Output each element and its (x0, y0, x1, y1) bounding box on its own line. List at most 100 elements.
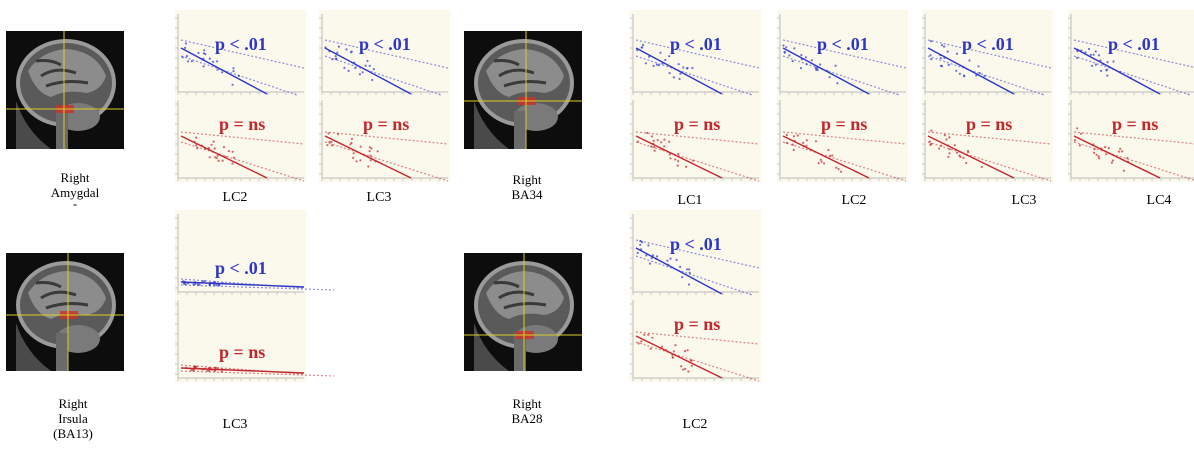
data-point (350, 137, 354, 140)
data-point (237, 74, 240, 77)
regression-line (927, 135, 1015, 179)
top-subplot: p < .01 (319, 14, 449, 96)
data-point (216, 60, 219, 63)
data-point (369, 154, 372, 157)
data-point (222, 146, 226, 149)
data-point (828, 154, 832, 157)
region-label-ba28: Right BA28 (487, 396, 567, 426)
data-point (1122, 169, 1125, 172)
confidence-band-upper (324, 131, 449, 145)
data-point (196, 283, 199, 286)
lc-label: LC3 (1011, 193, 1037, 208)
data-point (231, 162, 234, 165)
data-point (648, 262, 652, 265)
bottom-subplot: p = ns (1068, 100, 1194, 181)
confidence-band-lower (324, 141, 449, 182)
data-point (1121, 150, 1124, 153)
data-point (810, 59, 813, 62)
data-point (1093, 148, 1096, 151)
data-point (953, 144, 956, 147)
data-point (682, 368, 685, 371)
data-point (783, 50, 786, 54)
regression-line (180, 135, 268, 179)
data-point (691, 66, 694, 70)
data-point (669, 257, 672, 260)
data-point (967, 151, 970, 154)
confidence-band-lower (635, 55, 753, 96)
data-point (203, 280, 206, 283)
confidence-band-lower (782, 141, 907, 182)
bottom-subplot: p = ns (922, 100, 1052, 182)
data-point (216, 68, 219, 71)
data-point (664, 58, 667, 62)
regression-line (782, 135, 870, 179)
lc-label: LC4 (1146, 193, 1172, 208)
data-point (678, 77, 681, 81)
data-point (359, 159, 362, 162)
data-point (660, 141, 663, 144)
data-point (672, 76, 675, 79)
bottom-subplot: p = ns (630, 100, 760, 182)
region-label-line: BA34 (511, 187, 543, 202)
data-point (820, 160, 823, 163)
data-point (197, 51, 200, 55)
data-point (674, 344, 677, 347)
data-point (206, 369, 209, 372)
data-point (955, 52, 959, 55)
data-point (369, 159, 372, 162)
top-subplot: p < .01 (777, 14, 907, 96)
region-label-line: BA28 (511, 411, 543, 426)
data-point (675, 258, 678, 261)
top-subplot: p < .01 (630, 14, 760, 96)
data-point (639, 243, 642, 246)
region-label-line: (BA13) (53, 426, 93, 441)
p-value-top: p < .01 (962, 34, 1014, 54)
data-point (1094, 63, 1097, 66)
confidence-band-upper (180, 278, 305, 289)
data-point (827, 148, 830, 152)
data-point (359, 145, 362, 148)
data-point (358, 73, 361, 76)
data-point (352, 152, 355, 155)
data-point (366, 59, 369, 63)
regression-line (324, 135, 412, 179)
data-point (202, 65, 205, 68)
data-point (958, 72, 961, 75)
data-point (686, 67, 689, 70)
data-point (1094, 50, 1097, 53)
data-point (190, 369, 193, 372)
data-point (347, 69, 350, 72)
data-point (948, 148, 951, 151)
data-point (682, 66, 685, 69)
confidence-band-upper (927, 39, 1052, 69)
data-point (668, 55, 671, 58)
data-point (687, 283, 691, 286)
data-point (1099, 69, 1103, 72)
data-point (648, 55, 651, 58)
data-point (1073, 139, 1077, 142)
data-point (647, 244, 650, 247)
data-point (331, 144, 334, 147)
data-point (674, 158, 677, 161)
data-point (690, 359, 693, 362)
data-point (659, 51, 662, 54)
data-point (666, 259, 669, 262)
data-point (195, 144, 198, 147)
data-point (644, 62, 647, 65)
data-point (640, 241, 644, 244)
data-point (227, 150, 230, 153)
data-point (930, 142, 933, 146)
data-point (345, 48, 348, 51)
data-point (945, 138, 948, 141)
region-label-line: Right (60, 170, 90, 185)
brain-slice-ba34 (464, 31, 582, 149)
region-label-amygdala: Right Amygdal - (35, 170, 115, 210)
data-point (685, 165, 688, 168)
scatter-panel-ba34-lc1: p < .01 p = ns (630, 10, 761, 182)
data-point (355, 160, 358, 163)
data-point (232, 67, 235, 70)
data-point (217, 159, 220, 162)
data-point (331, 58, 334, 61)
data-point (800, 54, 803, 57)
p-value-bottom: p = ns (674, 114, 720, 134)
